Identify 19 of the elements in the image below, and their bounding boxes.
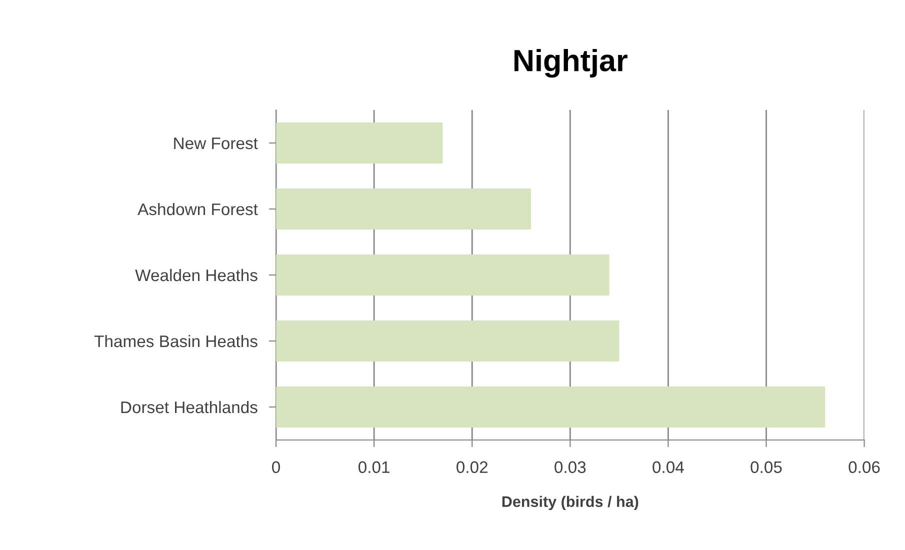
- bar: [276, 122, 443, 164]
- y-tick-label: Thames Basin Heaths: [94, 334, 258, 348]
- bar: [276, 188, 531, 230]
- bar: [276, 386, 826, 428]
- x-tick-label: 0: [272, 461, 280, 474]
- chart-title: Nightjar: [514, 48, 628, 78]
- x-tick-label: 0.03: [554, 461, 586, 474]
- x-tick-label: 0.02: [456, 461, 488, 474]
- bar: [276, 320, 620, 362]
- y-tick-label: New Forest: [174, 138, 258, 150]
- x-axis-title: Density (birds / ha): [502, 496, 638, 510]
- y-tick-label: Wealden Heaths: [135, 268, 258, 282]
- x-tick-label: 0.04: [652, 461, 684, 474]
- x-tick-label: 0.06: [848, 461, 880, 474]
- y-tick-label: Dorset Heathlands: [121, 400, 258, 414]
- bar: [276, 254, 610, 296]
- x-tick-label: 0.01: [358, 461, 390, 474]
- x-tick-label: 0.05: [750, 461, 782, 474]
- y-tick-label: Ashdown Forest: [138, 202, 258, 216]
